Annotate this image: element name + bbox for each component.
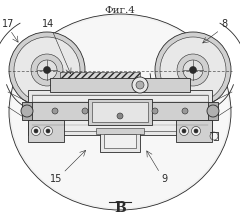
Circle shape <box>37 60 57 80</box>
Circle shape <box>136 81 144 89</box>
Text: 14: 14 <box>42 19 54 29</box>
Bar <box>88 99 152 125</box>
Circle shape <box>160 37 226 103</box>
Circle shape <box>155 32 231 108</box>
Circle shape <box>177 54 209 86</box>
Circle shape <box>183 60 203 80</box>
Circle shape <box>31 54 63 86</box>
Circle shape <box>31 126 41 136</box>
Text: 9: 9 <box>161 174 167 184</box>
Bar <box>60 72 140 90</box>
Circle shape <box>182 129 186 133</box>
Circle shape <box>180 126 188 136</box>
Text: Фиг.4: Фиг.4 <box>105 6 135 15</box>
Bar <box>96 128 144 134</box>
Text: 17: 17 <box>2 19 14 29</box>
Text: 8: 8 <box>221 19 227 29</box>
Ellipse shape <box>11 16 229 208</box>
Bar <box>208 102 218 120</box>
Circle shape <box>194 129 198 133</box>
Bar <box>22 102 32 120</box>
Circle shape <box>43 126 53 136</box>
Bar <box>50 78 190 92</box>
Bar <box>100 130 140 152</box>
Circle shape <box>192 126 200 136</box>
Circle shape <box>152 108 158 114</box>
Circle shape <box>52 108 58 114</box>
Circle shape <box>82 108 88 114</box>
Circle shape <box>34 129 38 133</box>
Text: 15: 15 <box>50 174 62 184</box>
Ellipse shape <box>9 14 231 210</box>
Circle shape <box>132 77 148 93</box>
Circle shape <box>190 66 197 73</box>
Circle shape <box>21 105 33 117</box>
Bar <box>176 120 212 142</box>
Circle shape <box>14 37 80 103</box>
Bar <box>28 102 212 120</box>
Bar <box>32 95 208 131</box>
Bar <box>104 134 136 148</box>
Circle shape <box>46 129 50 133</box>
Circle shape <box>9 32 85 108</box>
Bar <box>92 102 148 122</box>
Circle shape <box>182 108 188 114</box>
Bar <box>28 90 212 135</box>
Circle shape <box>207 105 219 117</box>
Bar <box>28 120 64 142</box>
Circle shape <box>117 113 123 119</box>
Text: В: В <box>114 201 126 215</box>
Circle shape <box>43 66 50 73</box>
